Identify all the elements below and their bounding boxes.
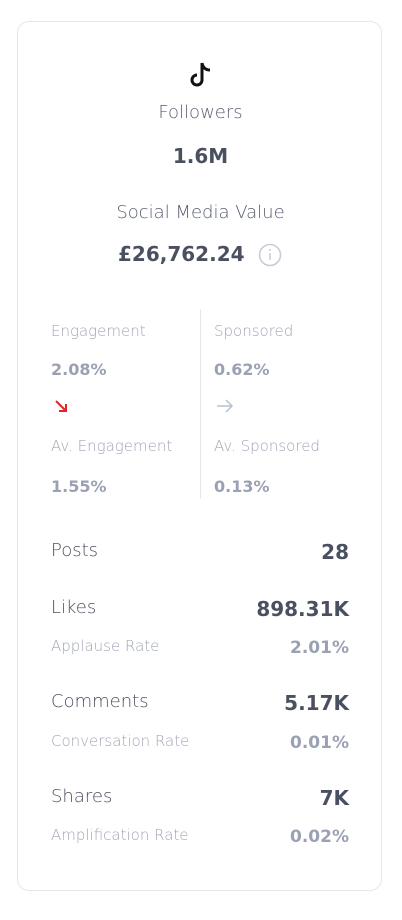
smv-value: £26,762.24 <box>118 242 245 266</box>
metric-value: 1.55% <box>51 477 107 496</box>
stat-value: 7K <box>319 786 349 810</box>
tiktok-icon <box>190 62 211 87</box>
stat-value: 5.17K <box>284 691 349 715</box>
divider <box>200 309 201 499</box>
followers-label: Followers <box>158 102 243 123</box>
metric-label: Av. Sponsored <box>214 437 320 455</box>
metric-value: 0.62% <box>214 360 270 379</box>
stat-value: 28 <box>321 540 349 564</box>
smv-label: Social Media Value <box>116 202 285 223</box>
stat-sub-label: Conversation Rate <box>51 732 190 750</box>
flat-arrow <box>217 399 234 413</box>
stat-label: Posts <box>51 540 99 561</box>
stat-value: 898.31K <box>256 597 349 621</box>
info-icon[interactable] <box>258 243 282 267</box>
stat-sub-label: Amplification Rate <box>51 826 189 844</box>
card: Followers 1.6M Social Media Value £26,76… <box>17 21 382 891</box>
stat-sub-label: Applause Rate <box>51 637 160 655</box>
metric-label: Av. Engagement <box>51 437 173 455</box>
stat-label: Likes <box>51 597 97 618</box>
metric-value: 0.13% <box>214 477 270 496</box>
down-arrow <box>55 400 67 412</box>
stat-label: Comments <box>51 691 149 712</box>
stat-sub-value: 2.01% <box>290 638 349 658</box>
metric-value: 2.08% <box>51 360 107 379</box>
followers-value: 1.6M <box>172 144 229 168</box>
metric-label: Sponsored <box>214 322 294 340</box>
stat-sub-value: 0.01% <box>290 733 349 753</box>
metric-label: Engagement <box>51 322 146 340</box>
stat-label: Shares <box>51 786 113 807</box>
stat-sub-value: 0.02% <box>290 827 349 847</box>
